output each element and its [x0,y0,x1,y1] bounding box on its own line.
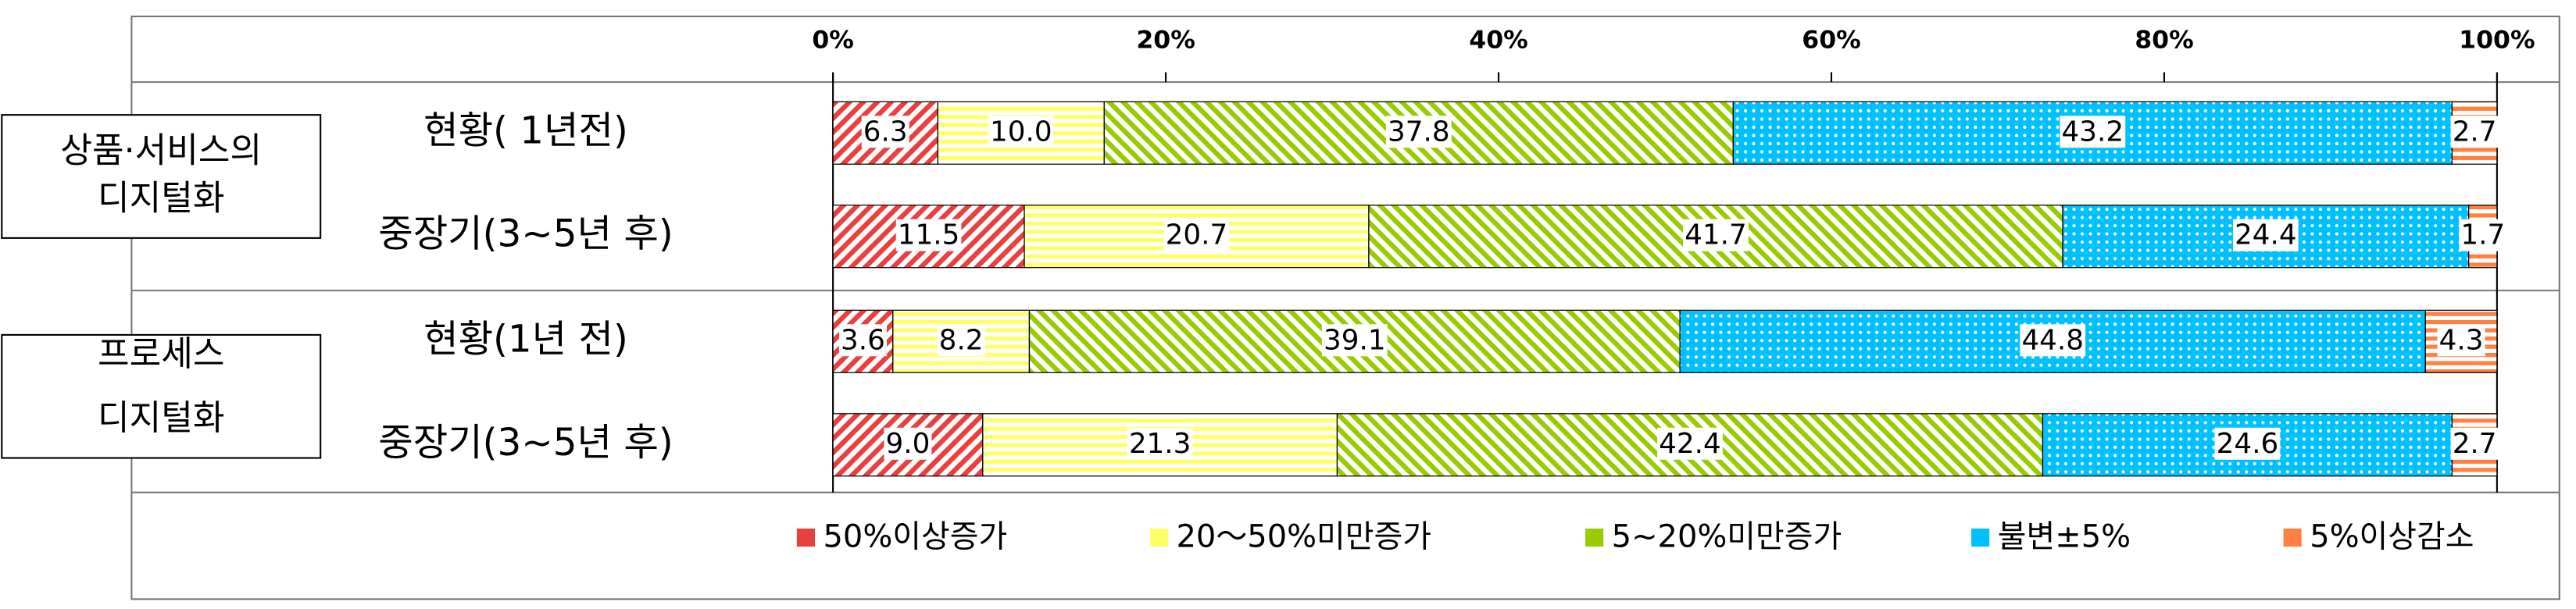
data-label: 10.0 [990,116,1052,148]
data-label: 37.8 [1388,116,1450,148]
data-label: 3.6 [841,324,885,356]
legend-swatch [1149,528,1169,547]
label-bg [2437,324,2485,357]
group-label: 디지털화 [98,398,224,438]
data-label: 39.1 [1324,324,1386,356]
data-label: 11.5 [898,219,960,251]
label-bg [2450,116,2499,148]
data-label: 24.4 [2235,219,2297,251]
label-bg [1683,219,1749,251]
x-tick-label: 20% [1136,27,1195,55]
data-label: 4.3 [2439,324,2484,356]
label-bg [1321,324,1388,357]
label-bg [884,427,932,460]
group-label: 디지털화 [98,178,224,218]
data-label: 44.8 [2021,324,2084,356]
legend-label: 5%이상감소 [2310,519,2474,555]
label-bg [895,219,962,251]
label-bg [2459,219,2507,251]
data-label: 1.7 [2460,219,2505,251]
frame [130,15,2560,600]
data-label: 21.3 [1129,428,1192,460]
legend-swatch [2283,528,2302,547]
data-label: 2.7 [2453,116,2497,148]
group-box [1,333,322,459]
label-bg [1657,427,1723,460]
x-tick-label: 80% [2135,27,2193,55]
label-bg [1385,116,1452,148]
row-label: 현황(1년 전) [423,317,628,361]
data-label: 8.2 [939,324,984,356]
legend-label: 5~20%미만증가 [1612,519,1842,555]
data-label: 9.0 [886,428,931,460]
x-tick-label: 100% [2459,27,2535,55]
data-label: 6.3 [863,116,908,148]
legend-label: 20～50%미만증가 [1177,519,1432,555]
row-label: 현황( 1년전) [423,109,628,152]
label-bg [838,324,887,357]
data-label: 2.7 [2453,428,2497,460]
data-label: 41.7 [1685,219,1747,251]
label-bg [861,116,909,148]
legend-label: 불변±5% [1998,519,2131,555]
label-bg [988,116,1054,148]
x-tick-label: 0% [812,27,854,55]
row-label: 중장기(3~5년 후) [378,212,673,256]
x-tick-label: 40% [1469,27,1527,55]
data-label: 20.7 [1166,219,1228,251]
legend-swatch [796,528,816,547]
label-bg [1163,219,1230,251]
legend-label: 50%이상증가 [824,519,1008,555]
label-bg [937,324,985,357]
label-bg [2020,324,2086,357]
data-label: 43.2 [2062,116,2124,148]
group-box [1,114,322,239]
x-tick-label: 60% [1802,27,1860,55]
group-label: 상품·서비스의 [60,131,262,171]
label-bg [2232,219,2299,251]
label-bg [2214,427,2281,460]
data-label: 24.6 [2217,428,2279,460]
legend-swatch [1585,528,1604,547]
bar-segment [2042,413,2453,477]
label-bg [1127,427,1193,460]
legend-swatch [1971,528,1990,547]
data-label: 42.4 [1659,428,1721,460]
row-label: 중장기(3~5년 후) [378,421,673,465]
label-bg [2450,427,2499,460]
label-bg [2060,116,2126,148]
group-label: 프로세스 [98,334,224,374]
